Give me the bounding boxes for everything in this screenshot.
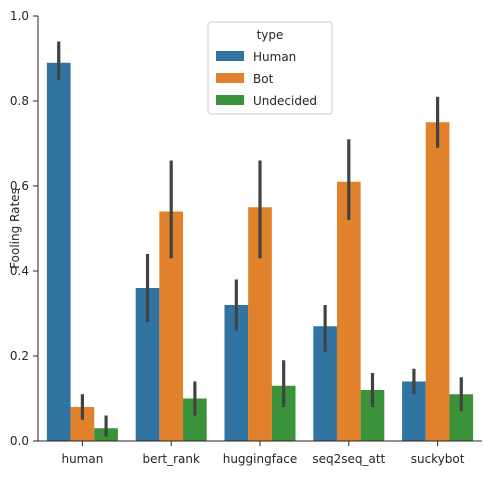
bar [183, 398, 207, 441]
x-tick-label: bert_rank [142, 452, 200, 466]
bar [46, 62, 71, 441]
legend-frame [207, 21, 333, 115]
x-tick-label: human [61, 452, 103, 466]
bar [402, 381, 426, 441]
x-ticks: human bert_rank huggingface seq2seq_att suck… [61, 441, 465, 466]
bars-layer [46, 62, 474, 441]
legend-swatch [216, 73, 244, 83]
legend-items: Human Bot Undecided [216, 50, 317, 108]
bar [248, 207, 272, 441]
bar [425, 122, 450, 441]
bar [159, 211, 184, 441]
bar [70, 407, 95, 441]
bar [449, 394, 474, 441]
y-tick-label: 0.4 [10, 264, 29, 278]
y-tick-label: 0.0 [10, 434, 29, 448]
legend-swatch [216, 95, 244, 105]
legend-swatch [216, 51, 244, 61]
error-bars-layer [57, 41, 463, 437]
legend-label: Bot [253, 72, 274, 86]
y-tick-label: 1.0 [10, 9, 29, 23]
y-ticks: 0.0 0.2 0.4 0.6 0.8 1.0 [10, 9, 38, 448]
bar [135, 288, 160, 441]
legend-label: Undecided [253, 94, 317, 108]
bar [271, 385, 296, 441]
bar [360, 390, 385, 441]
y-tick-label: 0.6 [10, 179, 29, 193]
bar [336, 181, 361, 441]
y-tick-label: 0.2 [10, 349, 29, 363]
legend-title: type [257, 28, 284, 42]
legend: type Human Bot Undecided [207, 21, 333, 115]
x-tick-label: seq2seq_att [312, 452, 385, 466]
y-tick-label: 0.8 [10, 94, 29, 108]
bar [313, 326, 337, 441]
y-axis-label: Fooling Rates [8, 188, 22, 269]
x-tick-label: suckybot [411, 452, 465, 466]
bar [224, 305, 249, 441]
legend-label: Human [253, 50, 296, 64]
x-tick-label: huggingface [223, 452, 298, 466]
